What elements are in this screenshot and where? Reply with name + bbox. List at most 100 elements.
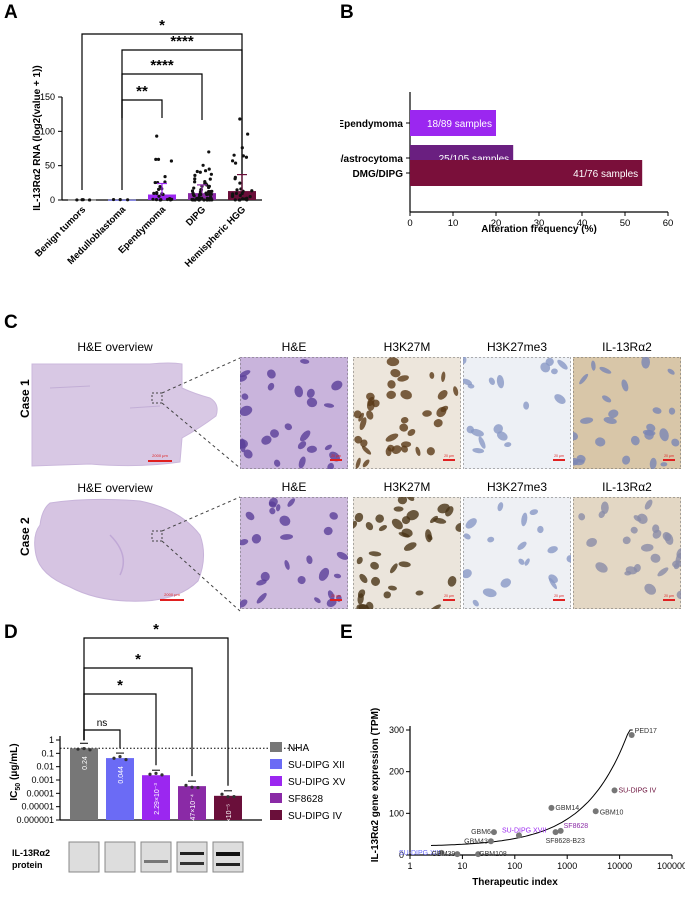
- panel-a-point: [209, 195, 213, 199]
- panel-d-ytick-label: 0.01: [36, 762, 54, 772]
- panel-e-ytick-label: 0: [399, 850, 404, 860]
- cell-nucleus: [422, 410, 432, 417]
- panel-a-points: [75, 117, 254, 202]
- micrograph-background: [573, 357, 681, 469]
- cell-nucleus: [387, 380, 396, 389]
- panel-b-bar-label: 25/105 samples: [439, 154, 510, 165]
- cell-nucleus: [269, 507, 276, 515]
- cell-nucleus: [497, 502, 504, 512]
- panel-a-point: [154, 157, 158, 161]
- panel-b-xtick-label: 60: [663, 218, 674, 229]
- cell-nucleus: [306, 397, 318, 408]
- cell-nucleus: [240, 438, 246, 453]
- panel-a-point: [246, 132, 250, 136]
- panel-a-point: [238, 193, 242, 198]
- panel-a-point: [233, 198, 237, 202]
- panel-d-legend-swatch: [270, 776, 282, 786]
- cell-nucleus: [426, 447, 435, 456]
- cell-nucleus: [359, 573, 368, 584]
- cell-nucleus: [622, 455, 631, 465]
- panel-letter-e: E: [340, 622, 353, 643]
- panel-d-point: [232, 795, 236, 799]
- cell-nucleus: [284, 560, 290, 570]
- panel-b-chart: 0 10 20 30 40 50 60 Ependymoma 18/89 samples HGG…: [340, 92, 674, 235]
- panel-d-point: [160, 773, 164, 777]
- cell-nucleus: [429, 515, 439, 524]
- panel-a-point: [157, 187, 161, 191]
- panel-a-point: [207, 150, 211, 154]
- cell-nucleus: [675, 553, 681, 565]
- panel-d-point: [184, 783, 188, 787]
- cell-nucleus: [652, 407, 662, 414]
- cell-nucleus: [598, 510, 606, 519]
- scale-bar: [330, 599, 342, 601]
- case1-stain-label: H&E: [281, 340, 307, 354]
- panel-a-point: [210, 189, 214, 193]
- panel-d-ytick-label: 0.000001: [16, 815, 54, 825]
- cell-nucleus: [362, 459, 370, 468]
- cell-nucleus: [354, 435, 363, 444]
- cell-nucleus: [671, 438, 680, 447]
- cell-nucleus: [360, 439, 368, 448]
- cell-nucleus: [496, 431, 508, 441]
- cell-nucleus: [353, 410, 362, 419]
- panel-a-point: [244, 197, 249, 202]
- panel-d-legend: NHA SU-DIPG XIII SU-DIPG XVII SF8628 SU-DIPG…: [270, 742, 345, 822]
- western-blot-band: [180, 862, 204, 865]
- cell-nucleus: [406, 497, 415, 502]
- cell-nucleus: [407, 429, 416, 437]
- panel-a-point: [80, 198, 84, 202]
- cell-nucleus: [465, 518, 477, 529]
- panel-e-point-label: GBM108: [479, 851, 507, 858]
- cell-nucleus: [662, 531, 672, 542]
- panel-a-point: [200, 196, 204, 200]
- panel-e-xtick-label: 1: [407, 861, 412, 871]
- cell-nucleus: [470, 428, 484, 437]
- panel-e-xtick-label: 100000: [657, 861, 685, 871]
- panel-e-point: [557, 827, 564, 834]
- cell-nucleus: [383, 591, 391, 599]
- cell-nucleus: [256, 592, 267, 604]
- panel-a-point: [238, 181, 242, 185]
- cell-nucleus: [601, 395, 612, 403]
- cell-nucleus: [327, 590, 335, 601]
- panel-e-point-label: GBM14: [555, 805, 579, 812]
- case1-scale-text: 2000 μm: [152, 453, 168, 458]
- cell-nucleus: [621, 379, 629, 392]
- case2-overview-title: H&E overview: [77, 481, 153, 495]
- cell-nucleus: [537, 525, 544, 534]
- panel-a-point: [195, 169, 199, 174]
- panel-b-category-label: DMG/DIPG: [352, 169, 403, 180]
- panel-d-point: [190, 785, 194, 789]
- panel-e-ytick-label: 100: [389, 808, 404, 818]
- panel-b-xtick-label: 10: [448, 218, 459, 229]
- panel-d-significance: * * * ns: [83, 621, 229, 786]
- panel-a-point: [75, 198, 79, 202]
- panel-d-chart: IC50 (μg/mL) 1 0.1 0.01 0.001 0.0001 0.00001 0…: [9, 621, 345, 873]
- panel-d-bar-label: 6.52×10⁻⁵: [226, 804, 233, 836]
- panel-e-point: [592, 808, 599, 815]
- cell-nucleus: [659, 428, 669, 442]
- cell-nucleus: [504, 442, 512, 448]
- cell-nucleus: [573, 457, 579, 466]
- cell-nucleus: [493, 424, 503, 434]
- cell-nucleus: [463, 569, 472, 579]
- panel-d-bar-label: 2.29×10⁻³: [154, 783, 161, 815]
- scale-bar-text: 20 μm: [331, 594, 341, 598]
- panel-a-sig-label: ****: [170, 33, 194, 50]
- panel-a-point: [151, 197, 155, 201]
- panel-d-sig-label: *: [117, 677, 123, 694]
- cell-nucleus: [641, 357, 651, 369]
- panel-a-point: [238, 198, 242, 202]
- panel-b-xtick-label: 20: [491, 218, 502, 229]
- panel-e-ytick-label: 300: [389, 725, 404, 735]
- panel-a-point: [207, 167, 211, 171]
- cell-nucleus: [387, 585, 397, 591]
- cell-nucleus: [245, 511, 255, 521]
- cell-nucleus: [357, 589, 366, 598]
- scale-bar-text: 20 μm: [444, 454, 454, 458]
- case2-micrograph: 20 μm: [573, 497, 681, 609]
- panel-a-point: [152, 191, 156, 195]
- panel-e-xtick-label: 10: [457, 861, 467, 871]
- cell-nucleus: [267, 382, 275, 391]
